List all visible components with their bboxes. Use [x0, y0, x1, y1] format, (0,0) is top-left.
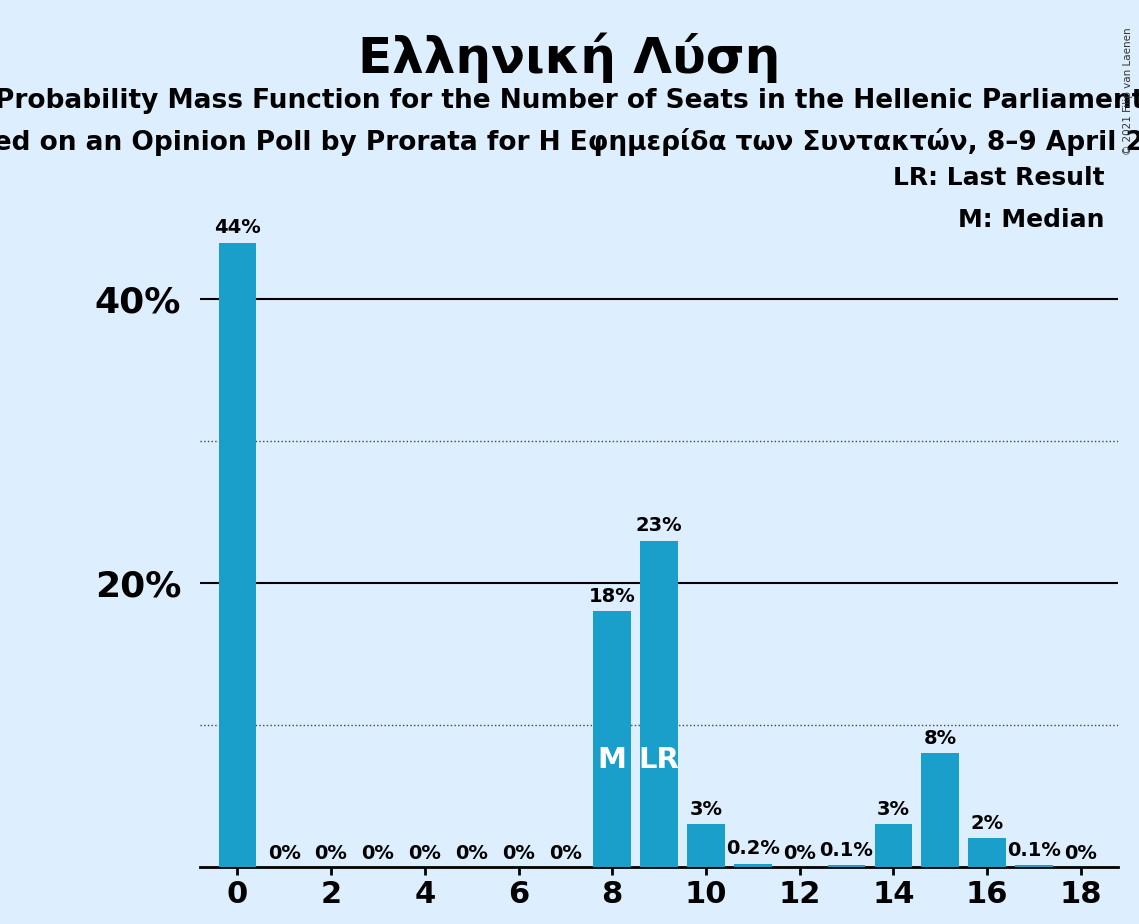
Text: 0%: 0%	[456, 844, 489, 862]
Text: © 2021 Filip van Laenen: © 2021 Filip van Laenen	[1123, 28, 1133, 155]
Text: 8%: 8%	[924, 729, 957, 748]
Text: 0.2%: 0.2%	[726, 839, 780, 858]
Bar	[640, 541, 678, 867]
Text: 0.1%: 0.1%	[1007, 841, 1060, 859]
Bar	[921, 753, 959, 867]
Text: 0%: 0%	[361, 844, 394, 862]
Text: LR: LR	[639, 747, 680, 774]
Text: 3%: 3%	[877, 799, 910, 819]
Text: 0%: 0%	[268, 844, 301, 862]
Bar	[828, 866, 866, 867]
Text: 0%: 0%	[1064, 844, 1097, 862]
Text: Based on an Opinion Poll by Prorata for Η Εφημερίδα των Συντακτών, 8–9 April 202: Based on an Opinion Poll by Prorata for …	[0, 128, 1139, 155]
Bar	[968, 838, 1006, 867]
Text: 3%: 3%	[689, 799, 722, 819]
Bar	[734, 864, 771, 867]
Text: M: M	[598, 747, 626, 774]
Text: 18%: 18%	[589, 587, 636, 606]
Text: 44%: 44%	[214, 218, 261, 237]
Text: 0%: 0%	[502, 844, 535, 862]
Text: M: Median: M: Median	[958, 208, 1105, 232]
Text: Probability Mass Function for the Number of Seats in the Hellenic Parliament: Probability Mass Function for the Number…	[0, 88, 1139, 114]
Text: Ελληνική Λύση: Ελληνική Λύση	[359, 32, 780, 83]
Bar	[1015, 866, 1052, 867]
Text: 0%: 0%	[549, 844, 582, 862]
Text: 0%: 0%	[409, 844, 441, 862]
Bar	[593, 612, 631, 867]
Bar	[219, 243, 256, 867]
Text: 23%: 23%	[636, 516, 682, 535]
Text: 0%: 0%	[784, 844, 817, 862]
Text: LR: Last Result: LR: Last Result	[893, 166, 1105, 190]
Text: 0.1%: 0.1%	[820, 841, 874, 859]
Text: 0%: 0%	[314, 844, 347, 862]
Bar	[687, 824, 724, 867]
Bar	[875, 824, 912, 867]
Text: 2%: 2%	[970, 814, 1003, 833]
